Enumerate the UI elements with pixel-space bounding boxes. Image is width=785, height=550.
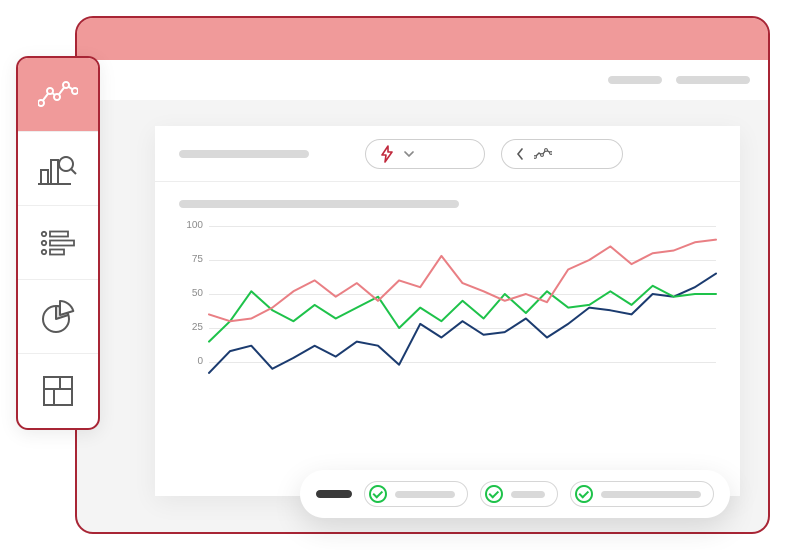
sidebar-item-dashboard[interactable]: [18, 354, 98, 428]
y-tick-label: 0: [197, 356, 203, 367]
chart-svg: [209, 226, 716, 396]
list-icon: [40, 230, 76, 256]
window-titlebar: [77, 18, 768, 60]
line-chart: 0255075100: [209, 226, 716, 396]
legend-pill-3[interactable]: [570, 481, 714, 507]
main-card: 0 25 50 75 100: [155, 126, 740, 496]
bolt-icon: [380, 145, 394, 163]
toolbar-action-2[interactable]: [676, 76, 750, 84]
series-series-b: [209, 286, 716, 342]
legend-label: [511, 491, 545, 498]
legend-label: [601, 491, 701, 498]
layout-icon: [42, 375, 74, 407]
chart-area: 0 25 50 75 100: [155, 182, 740, 404]
sidebar-item-reports[interactable]: [18, 280, 98, 354]
bar-search-icon: [38, 152, 78, 186]
sidebar-item-list[interactable]: [18, 206, 98, 280]
y-tick-label: 50: [192, 288, 203, 299]
card-title: [179, 150, 309, 158]
chart-subtitle: [179, 200, 459, 208]
series-series-c: [209, 240, 716, 322]
pie-chart-icon: [40, 299, 76, 335]
filter-dropdown-2[interactable]: [501, 139, 623, 169]
sidebar-item-analytics[interactable]: [18, 132, 98, 206]
y-tick-label: 100: [186, 220, 203, 231]
sidebar: [16, 56, 100, 430]
top-toolbar: [77, 60, 768, 100]
y-axis-labels: 0255075100: [179, 226, 207, 396]
line-chart-icon: [38, 81, 78, 109]
legend-label: [395, 491, 455, 498]
floating-legend-bar: [300, 470, 730, 518]
check-icon: [575, 485, 593, 503]
line-chart-icon: [534, 148, 552, 160]
legend-pill-2[interactable]: [480, 481, 558, 507]
filter-dropdown-1[interactable]: [365, 139, 485, 169]
chevron-down-icon: [404, 151, 414, 157]
y-tick-label: 75: [192, 254, 203, 265]
sidebar-item-trends[interactable]: [18, 58, 98, 132]
legend-primary[interactable]: [316, 490, 352, 498]
toolbar-action-1[interactable]: [608, 76, 662, 84]
chevron-left-icon: [516, 148, 524, 160]
app-window: 0 25 50 75 100: [75, 16, 770, 534]
legend-pill-1[interactable]: [364, 481, 468, 507]
check-icon: [369, 485, 387, 503]
check-icon: [485, 485, 503, 503]
card-header: [155, 126, 740, 182]
y-tick-label: 25: [192, 322, 203, 333]
series-series-a: [209, 274, 716, 373]
